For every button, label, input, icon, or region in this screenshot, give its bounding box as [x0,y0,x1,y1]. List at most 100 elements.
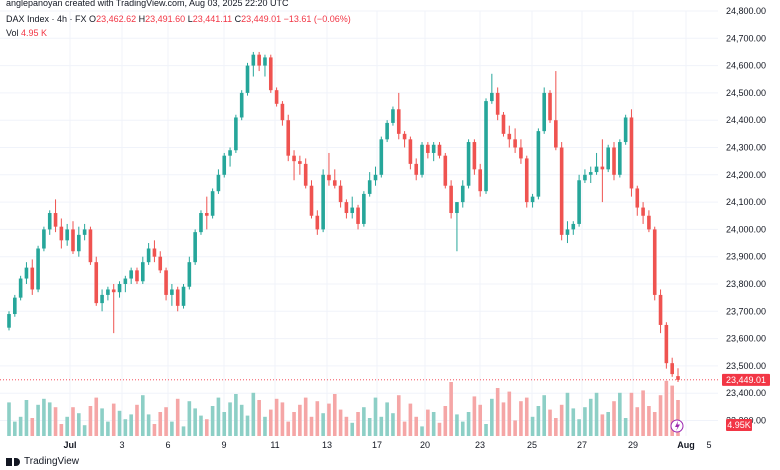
price-tick-label: 23,800.00 [726,279,766,289]
candle-body [414,163,419,175]
time-axis[interactable]: Jul 3 6 9 11 13 17 20 23 25 27 29 Aug 5 [63,440,711,450]
candle-body [71,229,75,252]
candle-body [53,213,58,227]
price-tick-label: 23,900.00 [726,252,766,262]
candle-body [356,207,360,224]
candle-body [501,114,506,134]
candle-body [216,174,221,192]
price-tick-label: 24,500.00 [726,88,766,98]
candle-body [123,278,128,284]
volume-bar [385,402,389,436]
candle-body [170,289,174,295]
time-tick-label: Jul [63,440,76,450]
time-tick-label: 13 [322,440,332,450]
volume-bar [571,408,576,436]
volume-bar [577,419,581,436]
candle-body [391,109,395,123]
volume-bar [536,406,541,436]
candle-body [402,133,407,140]
candle-body [94,262,99,304]
candle-body [495,92,500,115]
candle-body [303,163,308,186]
candle-body [42,229,46,249]
volume-bar [199,415,203,436]
time-tick-label: 20 [420,440,430,450]
volume-bar [193,408,197,436]
volume-bar [449,382,453,436]
candle-body [658,294,663,325]
candle-body [146,248,151,263]
candle-body [332,180,337,186]
candle-body [379,139,384,175]
volume-bar [402,421,407,436]
candle-body [82,229,87,235]
candle-body [239,92,244,118]
candle-body [449,185,453,214]
candle-body [460,185,465,203]
candle-body [641,207,645,216]
candle-body [24,267,29,279]
volume-bar [548,409,552,436]
volume-bar [210,406,215,436]
candle-body [135,270,139,282]
candle-body [396,109,401,134]
price-tick-label: 23,600.00 [726,334,766,344]
brand-label: TradingView [24,456,80,467]
volume-bar [344,416,349,436]
last-volume-label: 4.95K [727,420,751,430]
volume-bar [117,410,122,436]
lightning-icon[interactable] [670,419,684,433]
candle-body [408,139,413,164]
candle-body [111,289,116,293]
volume-bar [466,412,471,436]
candle-body [88,229,93,263]
volume-bar [36,404,40,436]
volume-bar [501,402,506,436]
price-axis[interactable]: 24,800.00 24,700.00 24,600.00 24,500.00 24,4… [726,6,766,426]
candle-body [367,180,372,194]
candle-body [577,180,581,224]
candle-body [210,191,215,216]
volume-bar [164,407,168,436]
candle-body [426,144,430,153]
price-tick-label: 24,800.00 [726,6,766,16]
volume-bar [623,418,628,436]
volume-bar [495,388,500,436]
candle-body [594,166,599,173]
candlesticks [7,51,680,382]
volume-bar [670,385,674,436]
volume-bar [641,390,645,436]
candle-body [30,267,35,290]
volume-bar [658,395,663,436]
volume-bar [507,391,512,436]
ohlc-legend: DAX Index · 4h · FX O23,462.62 H23,491.6… [6,14,351,24]
candle-body [59,226,64,241]
candle-body [618,142,622,175]
candle-body [204,213,209,216]
volume-bar [77,413,81,436]
time-tick-label: 11 [270,440,279,450]
volume-bar [362,407,366,436]
volume-bar [565,392,570,436]
candle-body [513,139,517,148]
time-tick-label: 25 [527,440,537,450]
candle-body [542,92,547,132]
volume-bar [600,414,605,436]
volume-bar [222,412,227,436]
volume-bar [408,403,413,436]
time-tick-label: 23 [475,440,485,450]
volume-bar [30,418,35,436]
candle-body [228,150,232,156]
candle-body [559,147,564,235]
symbol-label[interactable]: DAX Index · 4h · FX [6,14,87,24]
volume-bar [274,398,279,436]
candle-body [175,289,180,306]
volume-bar [245,415,250,436]
volume-bar [676,400,680,436]
volume-bar [338,409,343,436]
candle-body [315,215,320,230]
volume-bar [106,421,110,436]
candle-body [664,324,669,364]
volume-bar [53,407,58,436]
